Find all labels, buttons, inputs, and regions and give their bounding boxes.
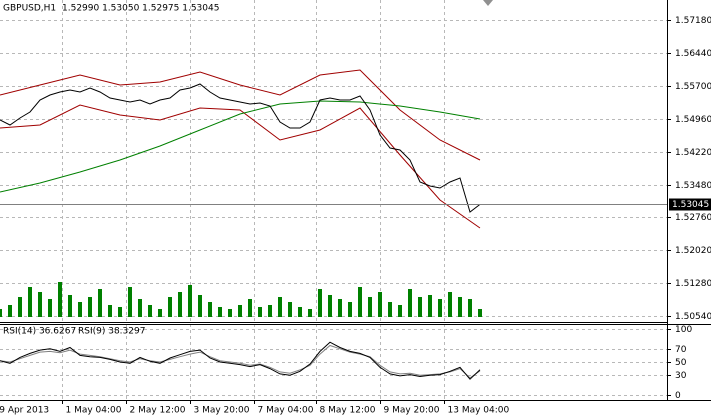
x-tick-label: 2 May 12:00: [130, 406, 186, 416]
volume-bar: [38, 292, 42, 317]
rsi-tick-label: 50: [675, 358, 687, 368]
x-tick-label: 13 May 04:00: [448, 406, 510, 416]
current-price-label: 1.53045: [672, 200, 709, 210]
x-tick-label: 1 May 04:00: [66, 406, 122, 416]
y-tick-label: 1.56440: [675, 49, 711, 59]
volume-bar: [408, 289, 412, 317]
rsi-line: [0, 344, 481, 379]
volume-bar: [318, 289, 322, 317]
volume-bar: [188, 285, 192, 317]
current-price-box: [669, 198, 711, 211]
y-tick-label: 1.52760: [675, 213, 711, 223]
volume-bar: [48, 299, 52, 317]
volume-bar: [268, 305, 272, 317]
volume-bar: [8, 305, 12, 317]
x-tick-label: 29 Apr 2013: [0, 406, 49, 416]
moving-average: [0, 100, 481, 193]
price-line: [0, 83, 481, 213]
rsi-tick-label: 0: [675, 391, 681, 401]
volume-bar: [88, 297, 92, 317]
rsi-tick-label: 70: [675, 345, 687, 355]
volume-bar: [308, 309, 312, 317]
volume-bar: [0, 309, 2, 317]
volume-bar: [208, 302, 212, 317]
volume-bar: [328, 295, 332, 317]
volume-bar: [338, 299, 342, 317]
volume-bar: [118, 307, 122, 317]
volume-bar: [428, 295, 432, 317]
volume-bar: [108, 305, 112, 317]
volume-bar: [158, 309, 162, 317]
volume-bar: [438, 299, 442, 317]
volume-bar: [398, 305, 402, 317]
rsi-line: [0, 341, 481, 380]
y-tick-label: 1.50540: [675, 312, 711, 322]
bollinger-lower: [0, 104, 481, 229]
volume-bar: [198, 295, 202, 317]
ohlc: 1.52990 1.53050 1.52975 1.53045: [62, 4, 219, 14]
volume-bar: [58, 282, 62, 317]
volume-bar: [448, 292, 452, 317]
volume-bar: [78, 302, 82, 317]
volume-bar: [68, 295, 72, 317]
volume-bar: [288, 302, 292, 317]
volume-bar: [298, 307, 302, 317]
volume-bar: [348, 302, 352, 317]
y-tick-label: 1.54220: [675, 148, 711, 158]
rsi-legend: RSI(14) 36.6267: [3, 327, 76, 337]
rsi-legend: RSI(9) 38.3297: [78, 327, 145, 337]
volume-bar: [388, 302, 392, 317]
volume-bar: [358, 287, 362, 317]
symbol: GBPUSD,H1: [3, 4, 56, 14]
volume-bar: [128, 287, 132, 317]
volume-bar: [418, 297, 422, 317]
y-tick-label: 1.52020: [675, 246, 711, 256]
volume-bar: [478, 309, 482, 317]
y-tick-label: 1.53480: [675, 181, 711, 191]
volume-bar: [178, 292, 182, 317]
volume-bar: [28, 287, 32, 317]
volume-bar: [378, 292, 382, 317]
volume-bar: [458, 297, 462, 317]
volume-bar: [238, 305, 242, 317]
x-tick-label: 8 May 12:00: [320, 406, 376, 416]
shift-marker: [483, 0, 493, 6]
volume-bar: [168, 297, 172, 317]
y-tick-label: 1.57180: [675, 16, 711, 26]
volume-bar: [18, 297, 22, 317]
volume-bar: [278, 297, 282, 317]
y-tick-label: 1.51280: [675, 279, 711, 289]
volume-bar: [218, 307, 222, 317]
volume-bar: [248, 299, 252, 317]
rsi-tick-label: 100: [675, 325, 692, 335]
y-tick-label: 1.54960: [675, 115, 711, 125]
volume-bar: [468, 299, 472, 317]
x-tick-label: 7 May 04:00: [258, 406, 314, 416]
bollinger-upper: [0, 69, 481, 161]
volume-bar: [368, 297, 372, 317]
rsi-tick-label: 30: [675, 371, 687, 381]
y-tick-label: 1.55700: [675, 82, 711, 92]
plot-layer: [0, 0, 667, 400]
volume-bar: [148, 305, 152, 317]
volume-bar: [98, 289, 102, 317]
x-tick-label: 9 May 20:00: [384, 406, 440, 416]
volume-bar: [138, 299, 142, 317]
volume-bar: [258, 307, 262, 317]
volume-bar: [228, 309, 232, 317]
x-tick-label: 3 May 20:00: [194, 406, 250, 416]
